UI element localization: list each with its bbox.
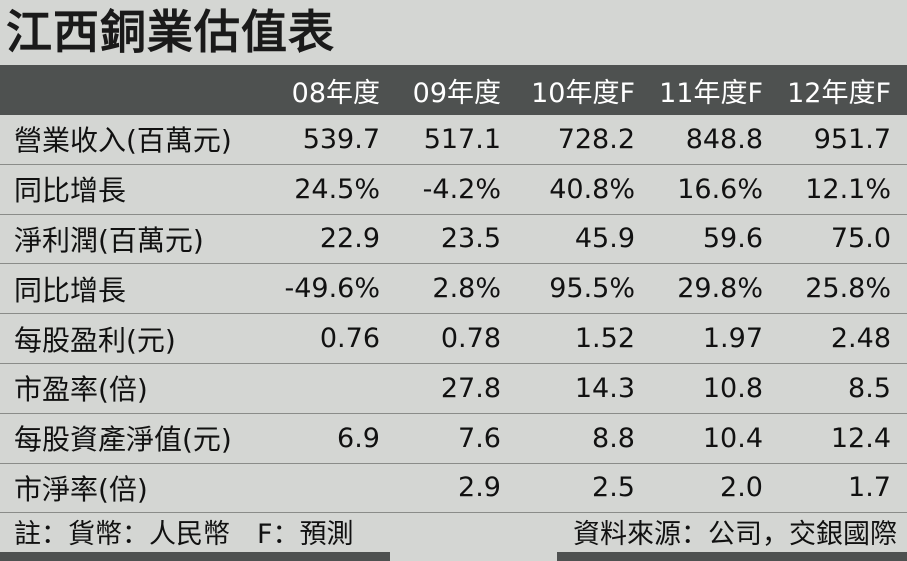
table-cell: 2.9 bbox=[458, 472, 501, 504]
table-cell: 951.7 bbox=[813, 123, 891, 155]
table-row-net-profit: 淨利潤(百萬元) 22.9 23.5 45.9 59.6 75.0 bbox=[0, 215, 907, 265]
table-cell: 10.4 bbox=[702, 422, 763, 454]
table-cell: 517.1 bbox=[423, 123, 501, 155]
row-label: 每股資產淨值(元) bbox=[14, 423, 232, 457]
row-label: 營業收入(百萬元) bbox=[14, 124, 232, 158]
table-cell: 848.8 bbox=[685, 123, 763, 155]
table-cell: 6.9 bbox=[337, 422, 380, 454]
footer-note: 註：貨幣：人民幣 F：預測 bbox=[14, 519, 354, 550]
row-label: 每股盈利(元) bbox=[14, 323, 176, 357]
table-cell: 10.8 bbox=[702, 372, 763, 404]
valuation-table: 08年度 09年度 10年度F 11年度F 12年度F 營業收入(百萬元) 53… bbox=[0, 65, 907, 514]
table-cell: -49.6% bbox=[284, 273, 380, 305]
table-cell: 12.1% bbox=[805, 173, 891, 205]
table-row-revenue-growth: 同比增長 24.5% -4.2% 40.8% 16.6% 12.1% bbox=[0, 165, 907, 215]
table-cell: 16.6% bbox=[677, 173, 763, 205]
table-cell: 23.5 bbox=[440, 223, 501, 255]
row-label: 市淨率(倍) bbox=[14, 472, 148, 506]
table-cell: 2.5 bbox=[592, 472, 635, 504]
table-cell: 95.5% bbox=[549, 273, 635, 305]
table-cell: 539.7 bbox=[302, 123, 380, 155]
table-row-pe-ratio: 市盈率(倍) 27.8 14.3 10.8 8.5 bbox=[0, 364, 907, 414]
table-cell: 1.7 bbox=[848, 472, 891, 504]
header-cell-12f: 12年度F bbox=[787, 77, 891, 109]
table-cell: 2.48 bbox=[830, 323, 891, 355]
footer-bar-right bbox=[557, 552, 907, 561]
footer-source: 資料來源：公司，交銀國際 bbox=[573, 519, 897, 550]
header-cell-10f: 10年度F bbox=[531, 77, 635, 109]
table-cell: 728.2 bbox=[557, 123, 635, 155]
row-label: 同比增長 bbox=[14, 273, 127, 307]
table-cell: 7.6 bbox=[458, 422, 501, 454]
header-cell-11f: 11年度F bbox=[659, 77, 763, 109]
table-header-row: 08年度 09年度 10年度F 11年度F 12年度F bbox=[0, 65, 907, 115]
table-cell: 8.8 bbox=[592, 422, 635, 454]
table-row-revenue: 營業收入(百萬元) 539.7 517.1 728.2 848.8 951.7 bbox=[0, 115, 907, 165]
table-cell: 1.52 bbox=[574, 323, 635, 355]
table-row-eps: 每股盈利(元) 0.76 0.78 1.52 1.97 2.48 bbox=[0, 314, 907, 364]
table-cell: 27.8 bbox=[440, 372, 501, 404]
table-cell: 0.78 bbox=[440, 323, 501, 355]
header-cell-08: 08年度 bbox=[291, 77, 380, 109]
table-cell: 40.8% bbox=[549, 173, 635, 205]
table-cell: 59.6 bbox=[702, 223, 763, 255]
table-cell: 22.9 bbox=[319, 223, 380, 255]
table-row-pb-ratio: 市淨率(倍) 2.9 2.5 2.0 1.7 bbox=[0, 464, 907, 514]
table-cell: 1.97 bbox=[702, 323, 763, 355]
table-cell: 25.8% bbox=[805, 273, 891, 305]
table-cell: 24.5% bbox=[294, 173, 380, 205]
row-label: 同比增長 bbox=[14, 174, 127, 208]
table-title: 江西銅業估值表 bbox=[6, 5, 335, 59]
row-label: 市盈率(倍) bbox=[14, 373, 148, 407]
table-cell: 14.3 bbox=[574, 372, 635, 404]
table-cell: 45.9 bbox=[574, 223, 635, 255]
table-cell: 2.8% bbox=[432, 273, 501, 305]
table-cell: 8.5 bbox=[848, 372, 891, 404]
row-label: 淨利潤(百萬元) bbox=[14, 223, 204, 257]
table-cell: 0.76 bbox=[319, 323, 380, 355]
table-cell: -4.2% bbox=[422, 173, 501, 205]
table-row-profit-growth: 同比增長 -49.6% 2.8% 95.5% 29.8% 25.8% bbox=[0, 264, 907, 315]
table-cell: 75.0 bbox=[830, 223, 891, 255]
header-cell-09: 09年度 bbox=[412, 77, 501, 109]
table-cell: 12.4 bbox=[830, 422, 891, 454]
table-cell: 2.0 bbox=[720, 472, 763, 504]
footer-bar-left bbox=[0, 552, 390, 561]
table-footer: 註：貨幣：人民幣 F：預測 資料來源：公司，交銀國際 bbox=[0, 504, 907, 554]
table-cell: 29.8% bbox=[677, 273, 763, 305]
table-row-nav-per-share: 每股資產淨值(元) 6.9 7.6 8.8 10.4 12.4 bbox=[0, 414, 907, 464]
